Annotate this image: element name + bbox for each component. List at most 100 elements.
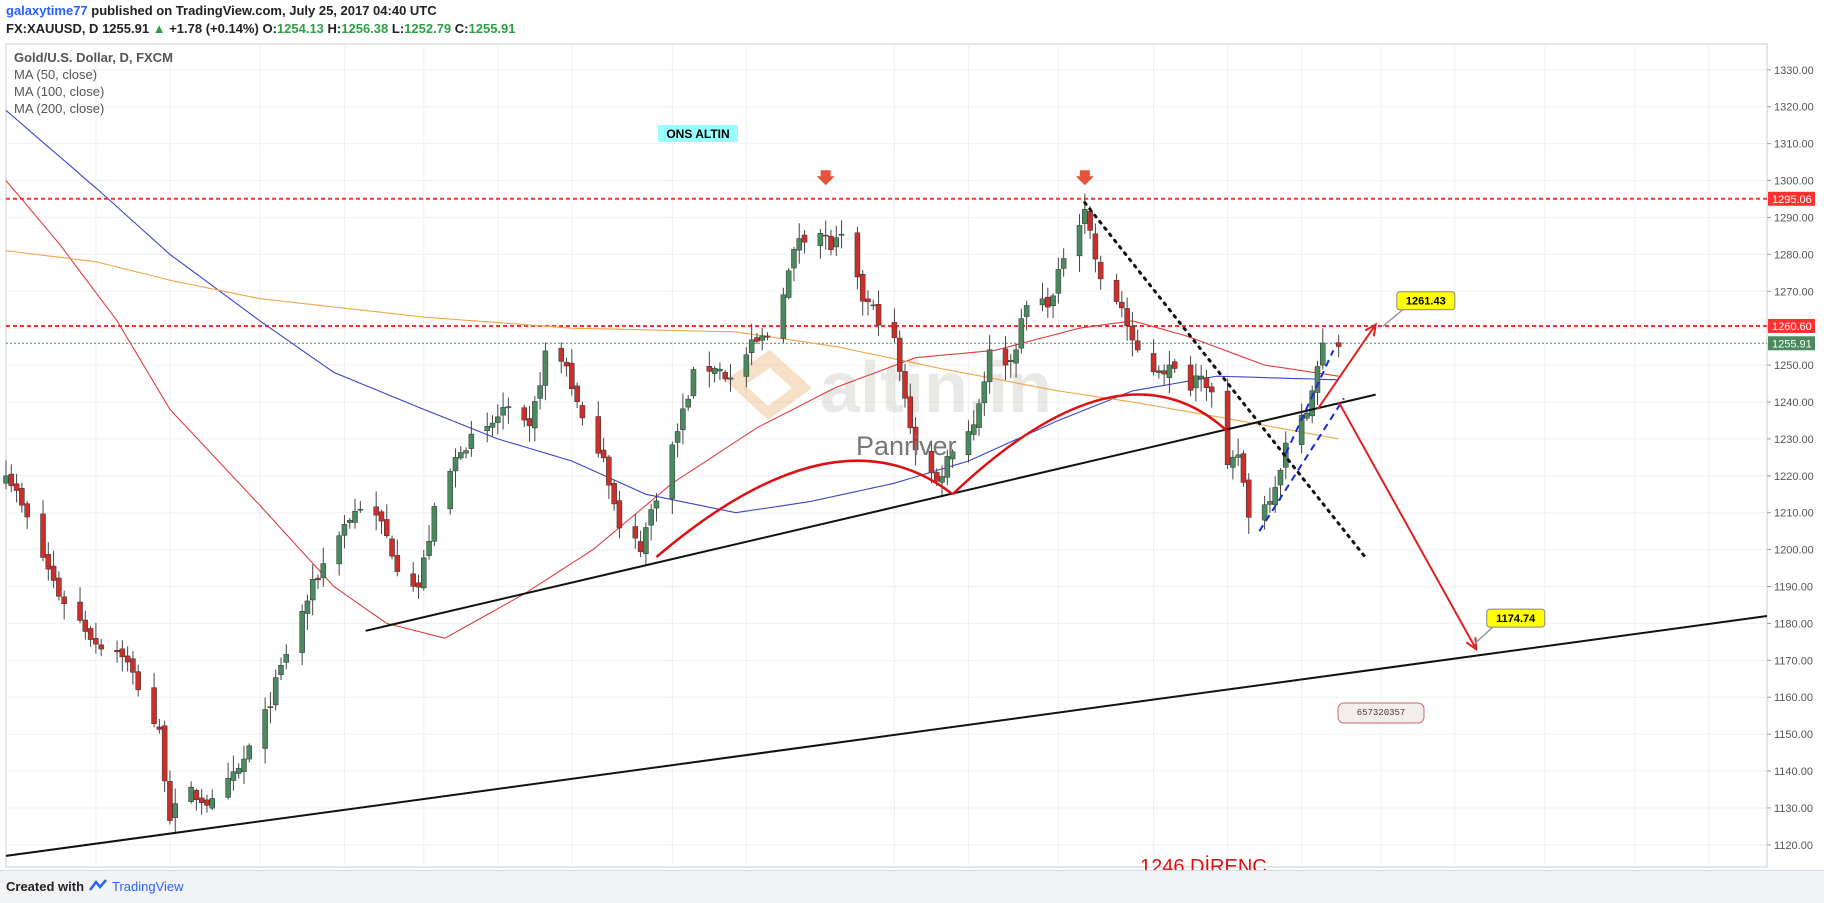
candle-body	[1060, 258, 1067, 269]
candle-body	[743, 354, 750, 377]
legend-ma200: MA (200, close)	[14, 101, 104, 116]
candle-body	[1298, 415, 1305, 445]
y-tick-label: 1150.00	[1774, 729, 1813, 741]
candle-body	[458, 452, 464, 459]
callout-down-box	[1486, 608, 1546, 628]
candle-body	[188, 786, 194, 802]
candle-body	[172, 803, 178, 818]
candle-body	[235, 768, 242, 774]
candle-body	[1092, 233, 1099, 260]
candle-body	[669, 444, 676, 499]
candle-body	[706, 366, 713, 372]
tradingview-logo-icon	[89, 879, 107, 891]
candle-body	[611, 483, 617, 505]
candle-body	[77, 601, 83, 621]
y-tick-label: 1300.00	[1774, 176, 1814, 188]
candle-body	[690, 369, 697, 397]
candle-body	[1129, 325, 1136, 341]
candle-body	[685, 398, 691, 408]
candle-body	[637, 541, 644, 553]
candle-body	[912, 426, 919, 451]
y-tick-label: 1230.00	[1774, 434, 1814, 446]
candle-body	[558, 347, 565, 362]
candle-body	[309, 578, 316, 601]
trendline-channel-high	[1284, 349, 1335, 455]
candle-body	[431, 506, 438, 542]
candle-body	[230, 771, 237, 781]
candle-body	[563, 361, 570, 367]
candle-body	[822, 234, 829, 237]
candle-body	[114, 650, 120, 653]
ons-altin-label: ONS ALTIN	[658, 125, 738, 142]
candle-body	[1203, 377, 1210, 389]
candle-body	[976, 403, 982, 428]
candle-body	[727, 377, 734, 380]
candle-body	[854, 232, 861, 278]
candle-body	[1272, 487, 1278, 505]
candle-body	[209, 798, 215, 809]
y-tick-label: 1250.00	[1774, 360, 1814, 372]
candle-body	[1087, 211, 1093, 231]
candle-body	[606, 456, 612, 486]
candle-body	[674, 431, 681, 443]
candle-body	[278, 665, 284, 676]
y-tick-label: 1200.00	[1774, 545, 1814, 557]
y-tick-label: 1210.00	[1774, 508, 1814, 520]
candle-body	[748, 339, 755, 354]
price-axis: 1120.00 1130.00 1140.00 1150.00 1160.00 1170.…	[1767, 65, 1815, 852]
candle-body	[1082, 208, 1088, 224]
high-value: 1256.38	[341, 21, 389, 36]
candle-body	[828, 235, 834, 250]
candle-body	[680, 408, 686, 431]
candle-body	[754, 337, 760, 342]
candle-body	[1304, 412, 1310, 419]
up-triangle-icon: ▲	[152, 21, 166, 36]
candle-body	[1055, 269, 1062, 294]
candle-body	[648, 509, 654, 526]
candle-body	[1156, 370, 1162, 373]
candle-body	[1076, 225, 1083, 257]
symbol-info: FX:XAUUSD, D 1255.91 ▲ +1.78 (+0.14%) O:…	[6, 21, 516, 36]
candle-body	[1045, 296, 1051, 308]
candle-body	[1261, 504, 1268, 521]
candle-body	[1050, 295, 1056, 306]
candle-body	[452, 457, 459, 472]
trendline-dotted-down	[1083, 201, 1367, 559]
candle-body	[833, 237, 840, 248]
candle-body	[415, 582, 422, 588]
candle-body	[1119, 301, 1125, 309]
candle-body	[1134, 340, 1141, 351]
peak-arrow-icon	[1075, 170, 1094, 186]
candle-body	[1039, 298, 1046, 306]
candle-body	[1267, 501, 1273, 505]
candle-body	[1018, 318, 1025, 349]
low-label: L:	[391, 21, 405, 36]
candle-body	[151, 687, 157, 724]
candle-body	[124, 655, 131, 663]
author-link[interactable]: galaxytime77	[6, 3, 88, 18]
candle-body	[193, 790, 200, 800]
arrow-head-icon	[1465, 637, 1478, 652]
candle-body	[933, 472, 940, 482]
candle-body	[1309, 390, 1315, 417]
candle-body	[521, 407, 528, 421]
tradingview-link[interactable]: TradingView	[112, 879, 184, 894]
publish-text: published on TradingView.com, July 25, 2…	[91, 3, 437, 18]
candle-body	[336, 535, 342, 565]
candle-body	[1097, 261, 1104, 280]
candle-body	[526, 418, 533, 427]
candle-body	[1171, 361, 1178, 369]
candle-body	[315, 577, 321, 581]
low-value: 1252.79	[404, 21, 452, 36]
trendline-support-upper	[365, 393, 1376, 632]
candle-body	[24, 503, 30, 518]
candle-body	[156, 726, 163, 730]
candle-body	[801, 234, 808, 243]
candle-body	[859, 274, 866, 302]
y-tick-label: 1190.00	[1774, 582, 1813, 594]
candle-body	[1277, 469, 1284, 486]
candle-body	[299, 611, 305, 653]
peak-arrow-icon	[816, 170, 835, 186]
drawings: 1261.43 1174.74	[5, 170, 1768, 857]
